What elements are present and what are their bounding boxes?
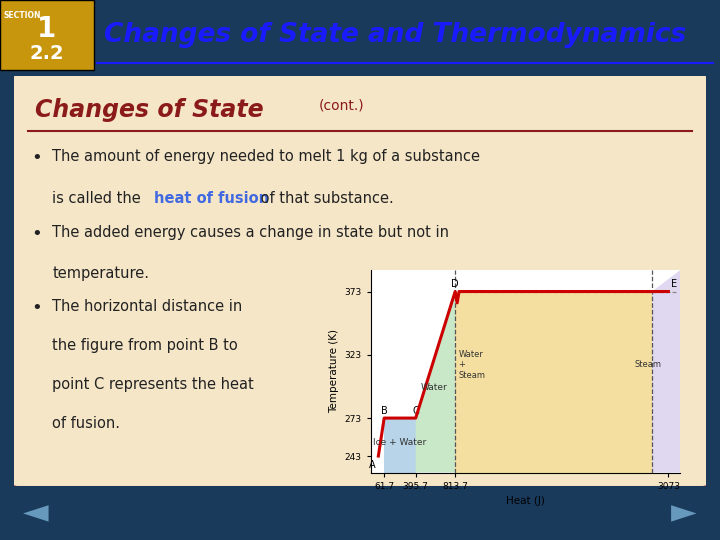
Text: of fusion.: of fusion.	[53, 416, 120, 431]
Text: Changes of State and Thermodynamics: Changes of State and Thermodynamics	[104, 22, 687, 48]
Text: (cont.): (cont.)	[318, 98, 364, 112]
Polygon shape	[652, 270, 680, 472]
Text: point C represents the heat: point C represents the heat	[53, 377, 254, 392]
Polygon shape	[384, 418, 415, 472]
X-axis label: Heat (J): Heat (J)	[506, 496, 545, 506]
Text: The amount of energy needed to melt 1 kg of a substance: The amount of energy needed to melt 1 kg…	[53, 150, 480, 165]
Text: 2.2: 2.2	[30, 44, 64, 63]
Text: •: •	[32, 299, 42, 318]
Text: The horizontal distance in: The horizontal distance in	[53, 299, 243, 314]
Text: ►: ►	[671, 496, 697, 530]
Text: A: A	[369, 460, 376, 470]
Text: Steam: Steam	[634, 360, 662, 369]
Text: B: B	[381, 406, 387, 416]
Text: Water
+
Steam: Water + Steam	[459, 350, 485, 380]
FancyBboxPatch shape	[0, 0, 94, 70]
Text: Ice + Water: Ice + Water	[373, 437, 426, 447]
Text: The added energy causes a change in state but not in: The added energy causes a change in stat…	[53, 225, 449, 240]
Text: is called the: is called the	[53, 191, 145, 206]
Text: •: •	[32, 225, 42, 244]
Text: heat of fusion: heat of fusion	[154, 191, 269, 206]
Text: C: C	[413, 406, 419, 416]
FancyBboxPatch shape	[11, 73, 709, 488]
Text: •: •	[32, 150, 42, 167]
Text: ◄: ◄	[23, 496, 49, 530]
Text: 1: 1	[37, 16, 56, 43]
Text: E: E	[671, 279, 677, 289]
Text: Changes of State: Changes of State	[35, 98, 264, 122]
Text: Water: Water	[420, 383, 447, 392]
Polygon shape	[455, 292, 652, 472]
Text: of that substance.: of that substance.	[256, 191, 393, 206]
Text: D: D	[451, 279, 459, 289]
Text: temperature.: temperature.	[53, 266, 150, 281]
Text: the figure from point B to: the figure from point B to	[53, 338, 238, 353]
Polygon shape	[415, 292, 455, 472]
Y-axis label: Temperature (K): Temperature (K)	[329, 329, 339, 413]
Text: SECTION: SECTION	[4, 11, 41, 20]
